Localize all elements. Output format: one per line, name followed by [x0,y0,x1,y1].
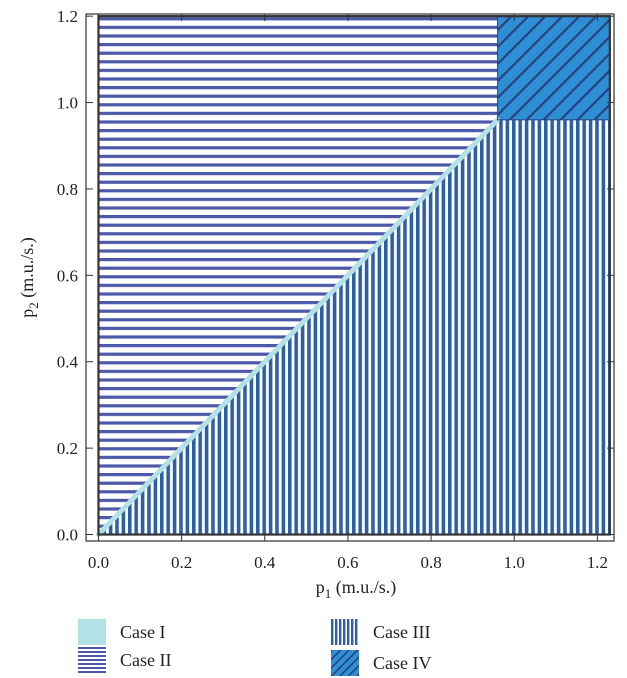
region-case-iii [98,119,610,535]
y-tick-label: 0.8 [57,180,78,199]
region-case-iv [497,16,610,120]
region-case-ii [98,16,498,535]
x-axis-label: p1 (m.u./s.) [316,577,397,601]
y-tick-label: 1.2 [57,7,78,26]
x-tick-label: 1.0 [504,553,525,572]
region-case-i [95,117,501,538]
y-tick-label: 1.0 [57,94,78,113]
x-tick-label: 0.2 [171,553,192,572]
plot-frame [85,13,615,542]
x-tick-label: 0.6 [337,553,358,572]
y-axis-label: p2 (m.u./s.) [17,237,41,318]
x-tick-label: 1.2 [587,553,608,572]
x-tick-label: 0.0 [88,553,109,572]
axis-labels-layer: p1 (m.u./s.) p2 (m.u./s.) [17,237,396,601]
y-tick-label: 0.4 [57,353,79,372]
y-tick-label: 0.0 [57,526,78,545]
regions-layer [95,15,611,538]
x-tick-label: 0.8 [420,553,441,572]
y-tick-label: 0.6 [57,266,78,285]
x-tick-label: 0.4 [254,553,276,572]
y-tick-label: 0.2 [57,439,78,458]
axes-layer: 0.0 0.2 0.4 0.6 0.8 1.0 1.2 0.0 0.2 0.4 0.6 0.8 1.0 1… [57,7,615,572]
